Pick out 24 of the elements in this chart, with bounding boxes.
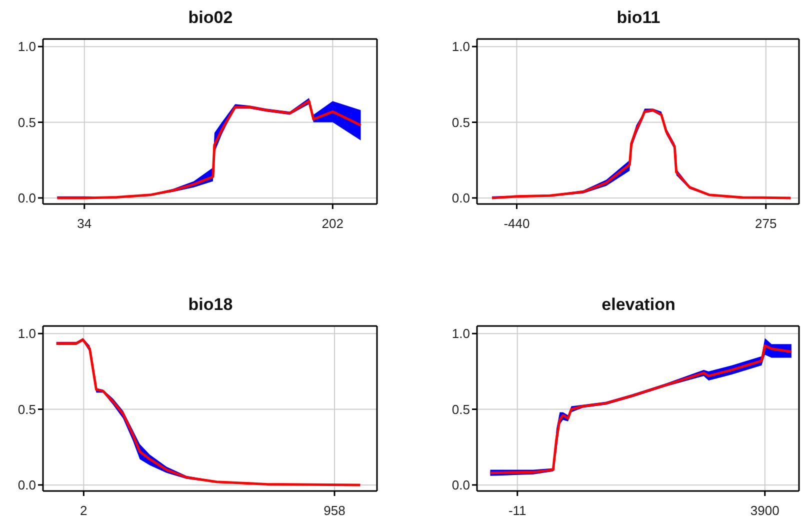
chart-title: bio02 [187, 8, 234, 28]
y-tick-label: 0.5 [452, 114, 470, 130]
x-tick-label: 3900 [750, 503, 780, 518]
y-tick-label: 0.5 [452, 402, 470, 417]
chart-title: elevation [600, 295, 676, 315]
y-tick-label: 0.0 [18, 478, 36, 493]
x-tick-label: -440 [504, 216, 530, 232]
x-tick-label: -11 [508, 503, 526, 518]
y-tick-label: 1.0 [18, 326, 36, 342]
chart-title: bio11 [616, 8, 662, 28]
x-tick-label: 2 [80, 503, 88, 518]
x-tick-label: 958 [324, 503, 346, 518]
y-tick-label: 0.0 [452, 190, 470, 206]
y-tick-label: 1.0 [452, 326, 470, 342]
chart-title: bio18 [187, 295, 234, 315]
y-tick-label: 0.5 [18, 114, 36, 130]
x-tick-label: 34 [77, 216, 92, 232]
x-tick-label: 275 [755, 216, 777, 232]
y-tick-label: 1.0 [18, 39, 36, 54]
x-tick-label: 202 [322, 216, 344, 232]
y-tick-label: 0.0 [18, 190, 36, 206]
y-tick-label: 1.0 [452, 39, 470, 54]
y-tick-label: 0.5 [18, 402, 36, 417]
y-tick-label: 0.0 [452, 478, 470, 493]
